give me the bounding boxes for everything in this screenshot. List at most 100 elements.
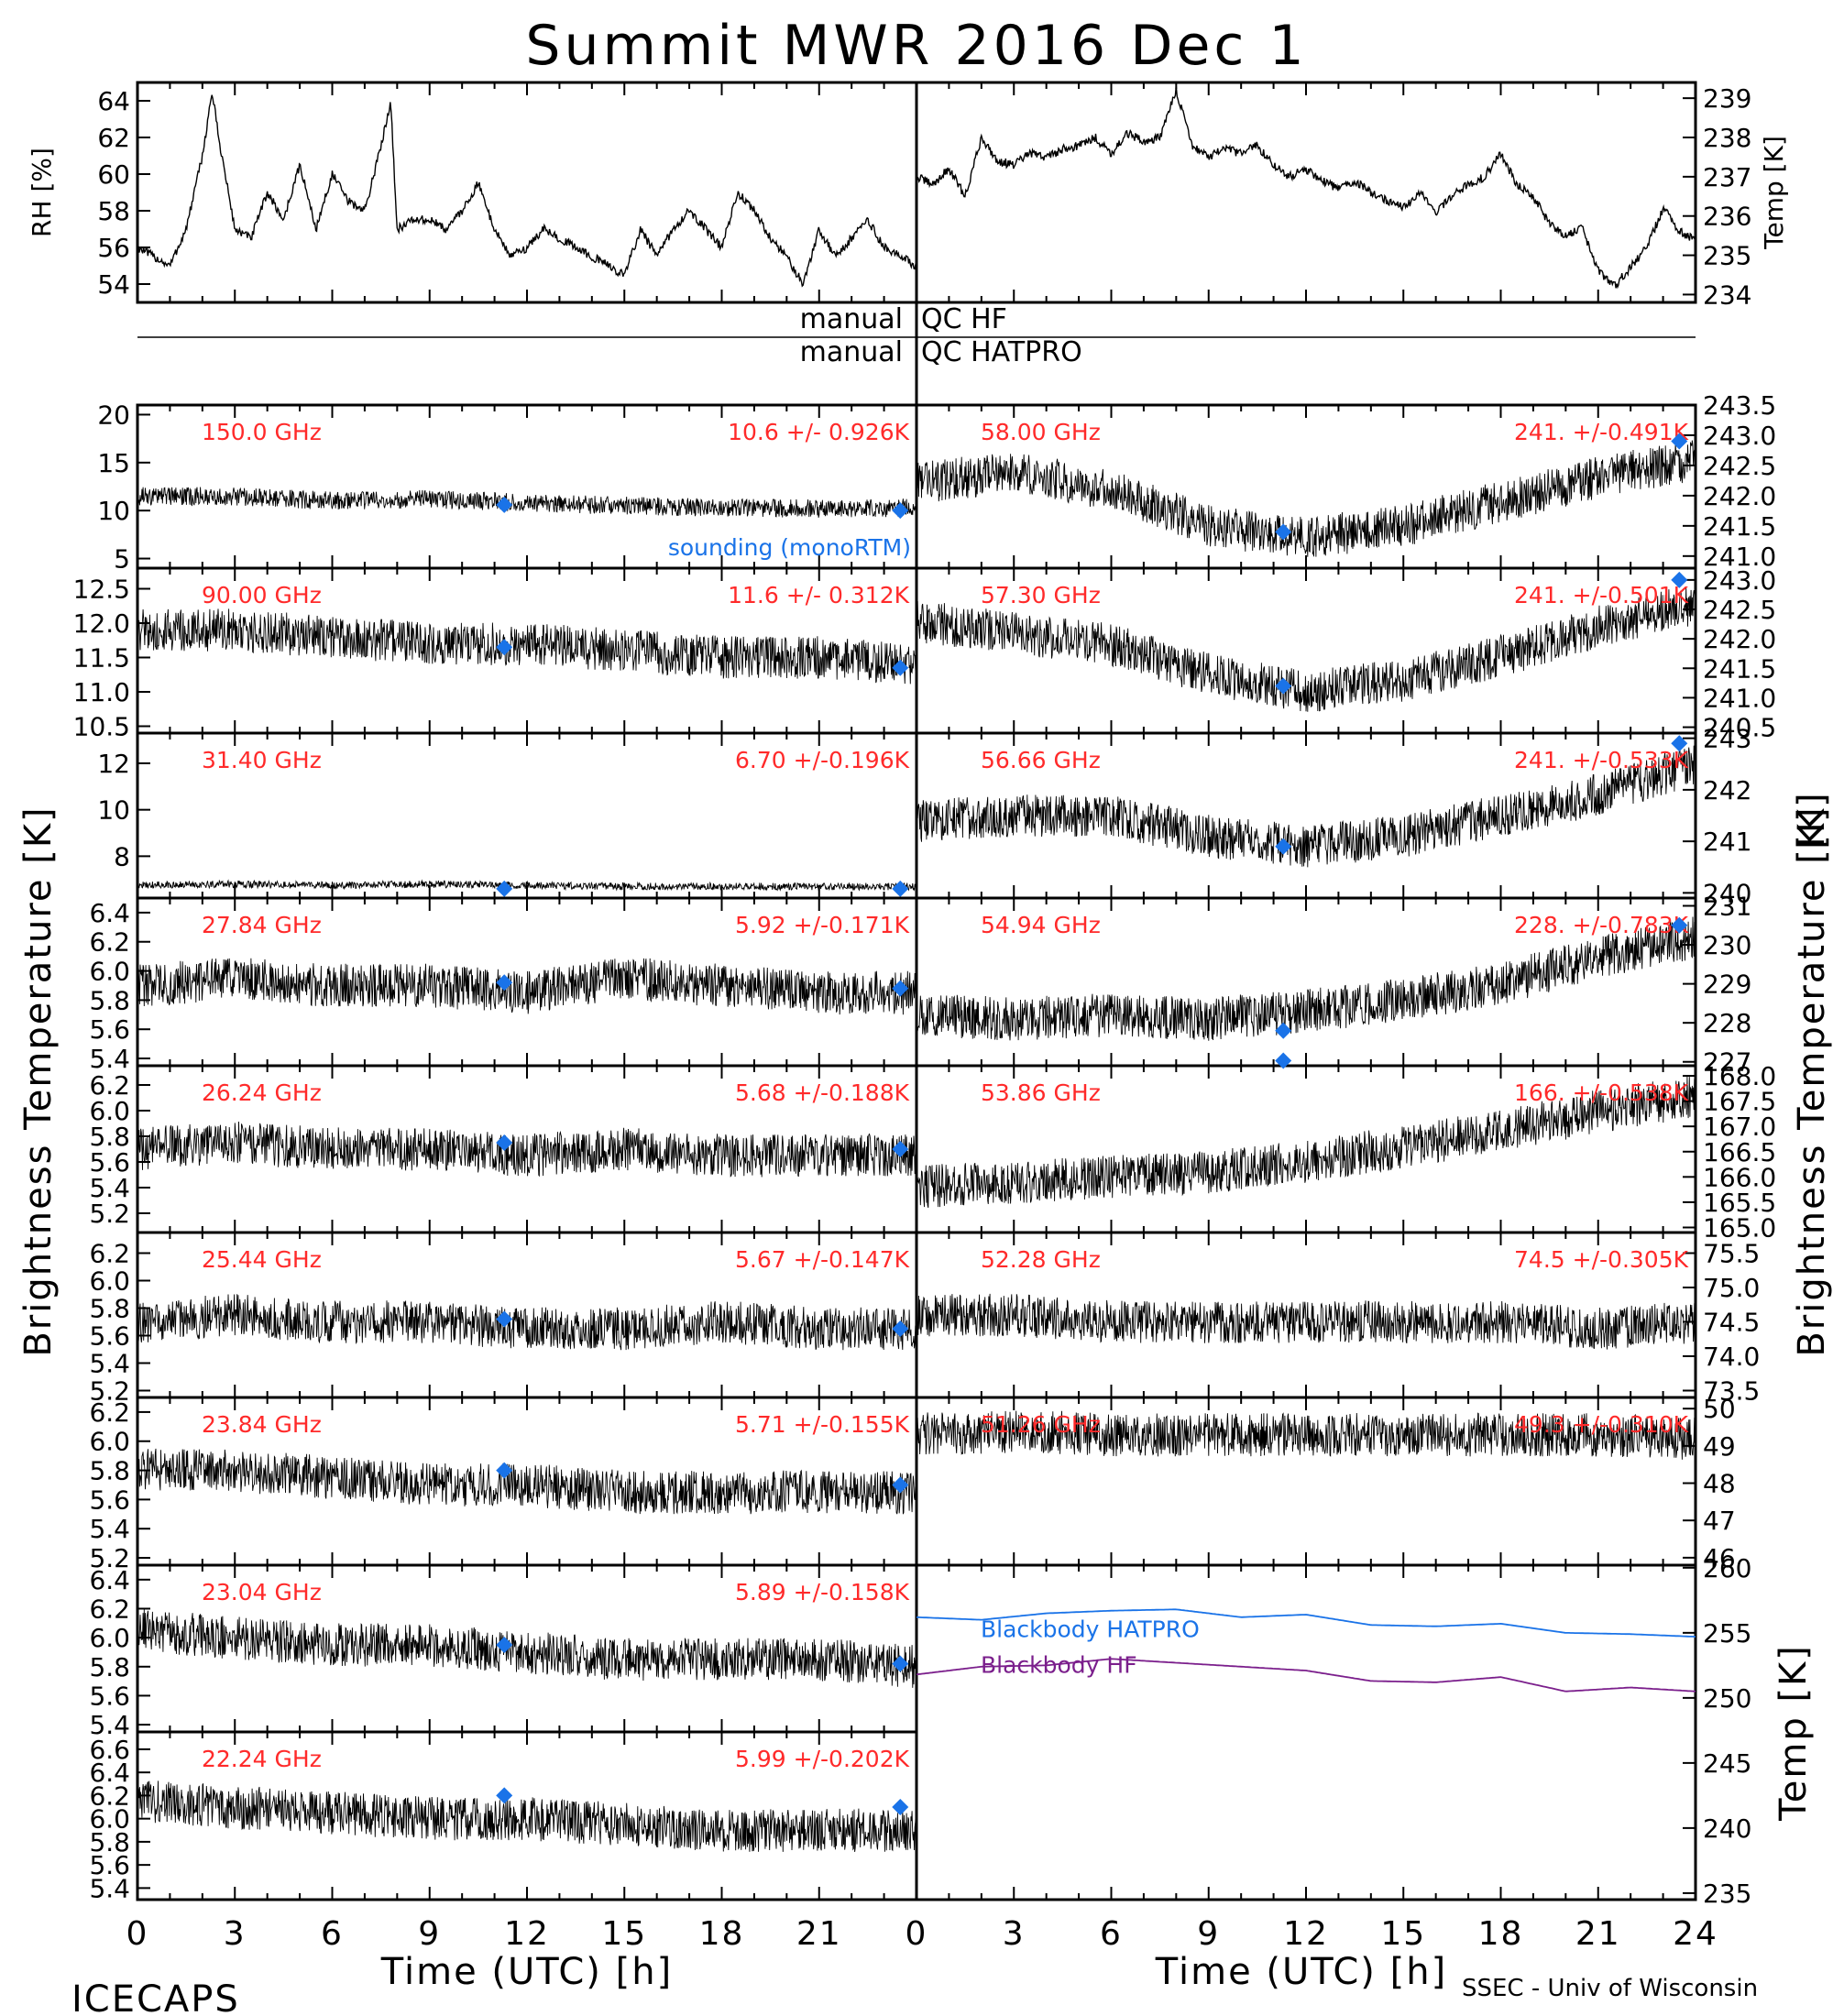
y-tick-label: 260 bbox=[1703, 1553, 1751, 1583]
panel-frame bbox=[136, 81, 918, 304]
x-tick-label-right: 3 bbox=[1003, 1915, 1026, 1953]
y-tick-label: 5.4 bbox=[89, 1173, 130, 1203]
x-tick-label-left: 15 bbox=[601, 1915, 647, 1953]
x-tick-label-left: 21 bbox=[796, 1915, 842, 1953]
series-line bbox=[137, 94, 917, 288]
y-tick-label: 60 bbox=[97, 159, 130, 190]
sounding-point bbox=[496, 496, 513, 513]
y-tick-label: 6.4 bbox=[89, 1758, 130, 1788]
trace bbox=[916, 587, 1696, 712]
y-tick-label: 6.2 bbox=[89, 1397, 130, 1428]
y-tick-label: 6.2 bbox=[89, 1780, 130, 1811]
y-tick-label: 10 bbox=[97, 496, 130, 526]
channel-label: 57.30 GHz bbox=[981, 582, 1101, 608]
x-tick-label-right: 21 bbox=[1575, 1915, 1621, 1953]
sounding-point bbox=[1671, 571, 1688, 588]
channel-stat: 49.3 +/-0.310K bbox=[1514, 1411, 1689, 1438]
y-tick-label: 166.5 bbox=[1703, 1137, 1776, 1167]
y-tick-label: 242.5 bbox=[1703, 595, 1776, 625]
x-tick-label-left: 12 bbox=[504, 1915, 550, 1953]
y-axis-unit-right: [K] bbox=[1791, 791, 1833, 849]
y-tick-label: 11.0 bbox=[73, 677, 130, 707]
sounding-point bbox=[892, 1476, 909, 1494]
sounding-point bbox=[892, 1799, 909, 1816]
y-tick-label: 64 bbox=[97, 86, 130, 116]
x-tick-label-right: 15 bbox=[1380, 1915, 1426, 1953]
y-tick-label: 5.8 bbox=[89, 1122, 130, 1152]
y-tick-label: 10 bbox=[97, 795, 130, 826]
y-tick-label: 166.0 bbox=[1703, 1162, 1776, 1192]
sounding-point bbox=[496, 1134, 513, 1151]
panel-ch314: 8 10 12 31.40 GHz 6.70 +/-0.196K bbox=[97, 731, 918, 900]
channel-stat: 228. +/-0.783K bbox=[1514, 912, 1689, 938]
y-tick-label: 241 bbox=[1703, 827, 1751, 857]
x-tick-label-right: 0 bbox=[906, 1915, 928, 1953]
y-tick-label: 12.0 bbox=[73, 608, 130, 639]
panel-ch2624: 5.25.45.65.86.06.2 26.24 GHz 5.68 +/-0.188… bbox=[89, 1064, 918, 1234]
sounding-point bbox=[1671, 916, 1688, 934]
trace bbox=[916, 745, 1696, 868]
y-tick-label: 6.6 bbox=[89, 1735, 130, 1765]
y-tick-label: 240 bbox=[1703, 1813, 1751, 1844]
y-tick-label: 12.5 bbox=[73, 575, 130, 605]
y-tick-label: 6.0 bbox=[89, 957, 130, 987]
trace bbox=[137, 958, 917, 1015]
panel-ch2384: 5.25.45.65.86.06.2 23.84 GHz 5.71 +/-0.155… bbox=[89, 1396, 918, 1573]
qc-manual-label: manual bbox=[800, 303, 903, 335]
channel-stat: 5.89 +/-0.158K bbox=[735, 1579, 910, 1605]
channel-stat: 241. +/-0.501K bbox=[1514, 582, 1689, 608]
y-tick-label: 6.4 bbox=[89, 1565, 130, 1595]
channel-stat: 241. +/-0.491K bbox=[1514, 419, 1689, 445]
y-tick-label: 238 bbox=[1703, 123, 1751, 153]
y-tick-label: 5.8 bbox=[89, 985, 130, 1015]
sounding-point bbox=[1275, 838, 1292, 855]
y-tick-label: 75.5 bbox=[1703, 1239, 1760, 1269]
x-tick-label-left: 9 bbox=[418, 1915, 441, 1953]
y-tick-label: 20 bbox=[97, 400, 130, 430]
y-tick-label: 245 bbox=[1703, 1748, 1751, 1779]
y-tick-label: 11.5 bbox=[73, 643, 130, 674]
y-tick-label: 54 bbox=[97, 269, 130, 300]
y-tick-label: 240 bbox=[1703, 878, 1751, 908]
y-tick-label: 231 bbox=[1703, 892, 1751, 922]
x-tick-label-right: 9 bbox=[1197, 1915, 1220, 1953]
y-tick-label: 10.5 bbox=[73, 712, 130, 742]
channel-stat: 74.5 +/-0.305K bbox=[1514, 1246, 1689, 1273]
y-tick-label: 240.5 bbox=[1703, 713, 1776, 743]
y-tick-label: 75.0 bbox=[1703, 1273, 1760, 1303]
y-tick-label: 229 bbox=[1703, 970, 1751, 1000]
sounding-point bbox=[892, 659, 909, 676]
y-tick-label: 241.5 bbox=[1703, 653, 1776, 684]
y-tick-label: 5.4 bbox=[89, 1349, 130, 1379]
y-tick-label: 235 bbox=[1703, 241, 1751, 271]
series-legend-1: Blackbody HF bbox=[981, 1651, 1137, 1678]
footer-right: SSEC - Univ of Wisconsin bbox=[1462, 1975, 1758, 2002]
y-tick-label: 5.6 bbox=[89, 1485, 130, 1515]
sounding-point bbox=[496, 1462, 513, 1479]
y-tick-label: 6.2 bbox=[89, 1594, 130, 1624]
series-line bbox=[916, 85, 1696, 290]
qc-labels: manual QC HF manual QC HATPRO bbox=[137, 303, 1696, 368]
trace bbox=[137, 1294, 917, 1351]
y-tick-label: 5.2 bbox=[89, 1376, 130, 1407]
y-tick-label: 165.5 bbox=[1703, 1188, 1776, 1218]
qc-hf-label: QC HF bbox=[921, 303, 1007, 335]
y-tick-label: 230 bbox=[1703, 930, 1751, 960]
y-tick-label: 6.0 bbox=[89, 1623, 130, 1653]
x-axis-title-right: Time (UTC) [h] bbox=[1155, 1951, 1447, 1993]
trace bbox=[916, 440, 1696, 557]
y-tick-label: 255 bbox=[1703, 1618, 1751, 1649]
channel-label: 52.28 GHz bbox=[981, 1246, 1101, 1273]
y-tick-label: 241.5 bbox=[1703, 511, 1776, 542]
y-axis-label: Temp [K] bbox=[1759, 136, 1789, 250]
sounding-legend: sounding (monoRTM) bbox=[668, 534, 911, 561]
panel-ch5494: 227 228 229 230 231 54.94 GHz 228. +/-0.783K bbox=[915, 892, 1751, 1078]
channel-label: 58.00 GHz bbox=[981, 419, 1101, 445]
channel-label: 56.66 GHz bbox=[981, 747, 1101, 773]
channel-label: 54.94 GHz bbox=[981, 912, 1101, 938]
panel-ch5228: 73.5 74.0 74.5 75.0 75.5 52.28 GHz 74.5 +/-0.3… bbox=[915, 1231, 1760, 1407]
x-tick-label-left: 6 bbox=[321, 1915, 344, 1953]
y-tick-label: 5.6 bbox=[89, 1321, 130, 1352]
sounding-point bbox=[496, 1310, 513, 1328]
